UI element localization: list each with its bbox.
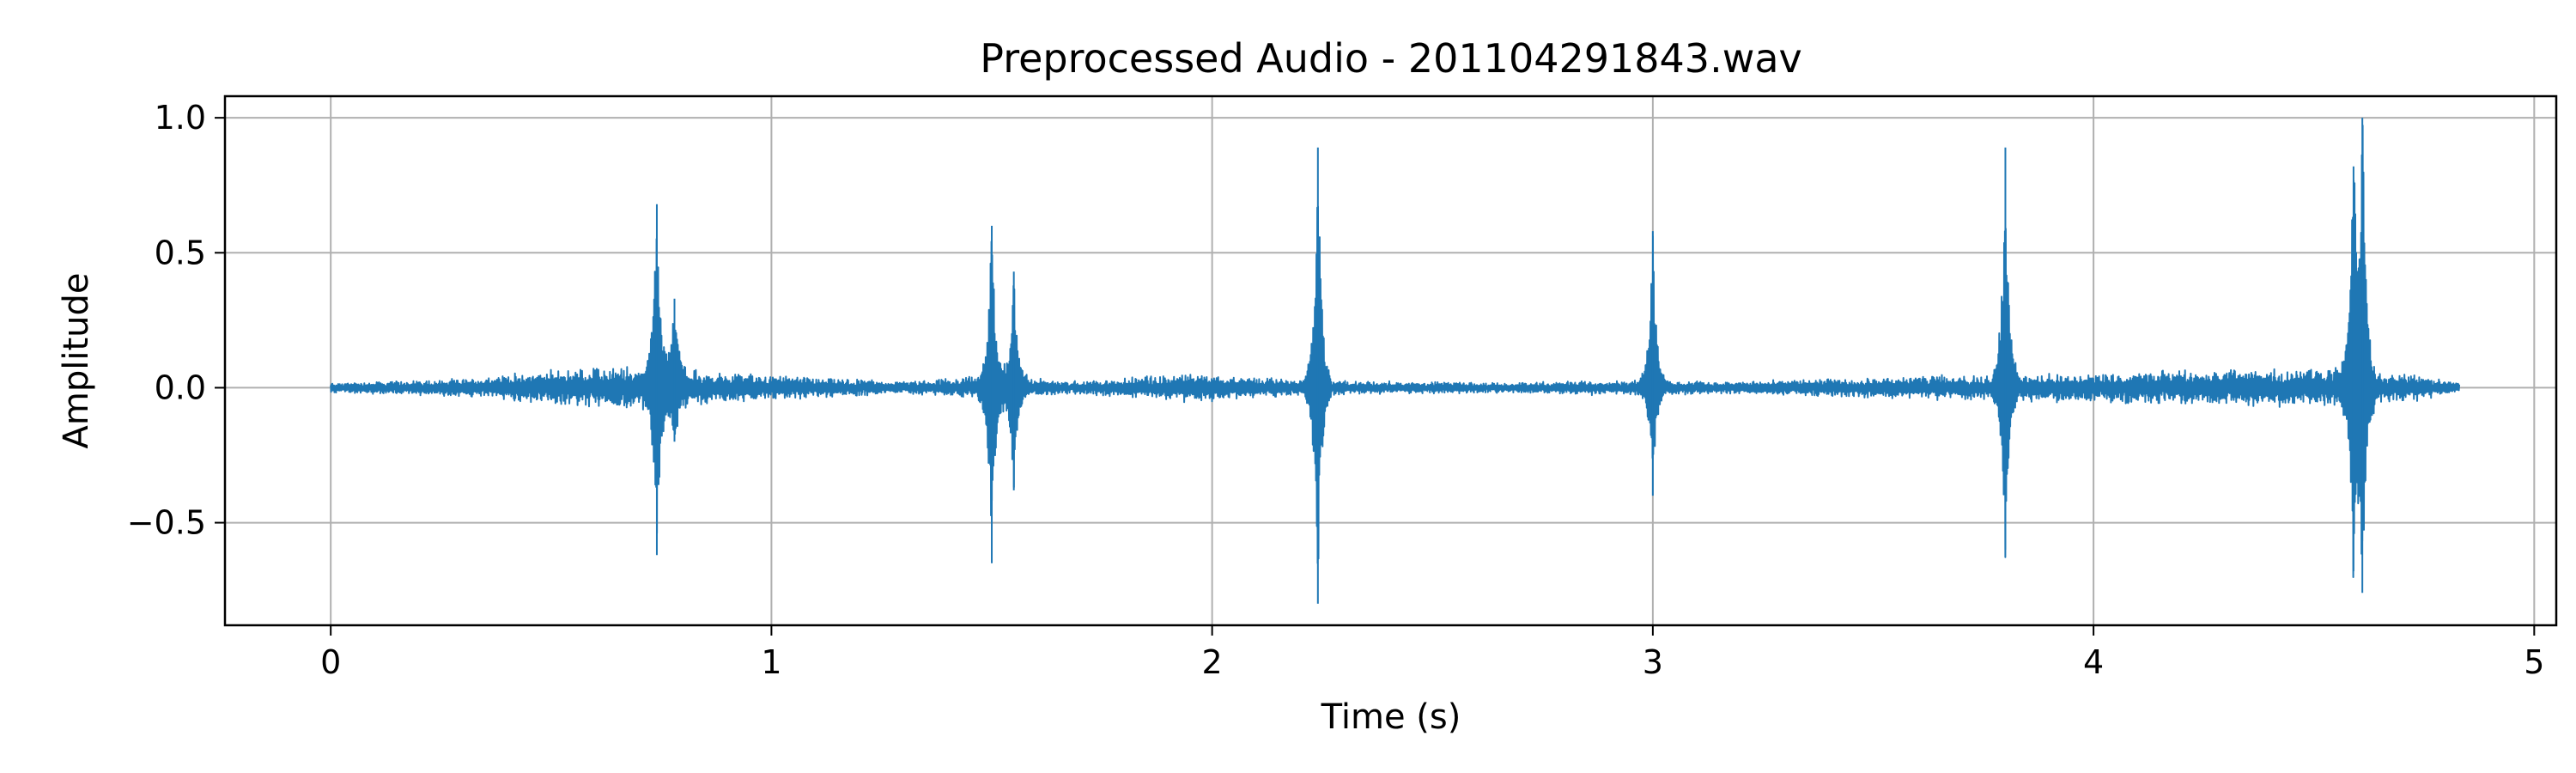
y-tick-label: 0.0: [155, 368, 206, 406]
x-tick-label: 2: [1202, 643, 1223, 681]
y-tick-label: 1.0: [155, 99, 206, 137]
chart-title: Preprocessed Audio - 201104291843.wav: [980, 35, 1801, 82]
x-tick-label: 5: [2524, 643, 2544, 681]
x-tick-label: 3: [1643, 643, 1663, 681]
x-axis-label: Time (s): [1321, 697, 1461, 737]
x-tick-label: 0: [320, 643, 341, 681]
y-tick-label: −0.5: [127, 504, 206, 542]
axis-ticks: 0 1 2 3 4 5 −0.5 0.0 0.5 1.0: [127, 99, 2545, 681]
y-axis-label: Amplitude: [57, 273, 96, 449]
y-tick-label: 0.5: [155, 234, 206, 271]
waveform-line: [330, 125, 2461, 578]
x-tick-label: 1: [761, 643, 781, 681]
plot-frame: [223, 94, 2558, 627]
x-tick-label: 4: [2083, 643, 2104, 681]
